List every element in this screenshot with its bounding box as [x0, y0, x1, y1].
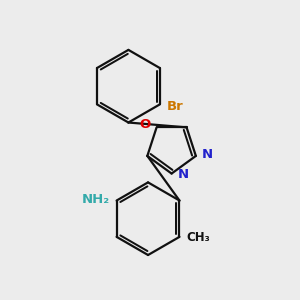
Text: N: N — [178, 168, 189, 181]
Text: N: N — [202, 148, 213, 161]
Text: O: O — [140, 118, 151, 131]
Text: CH₃: CH₃ — [186, 231, 210, 244]
Text: Br: Br — [167, 100, 184, 113]
Text: NH₂: NH₂ — [82, 193, 110, 206]
